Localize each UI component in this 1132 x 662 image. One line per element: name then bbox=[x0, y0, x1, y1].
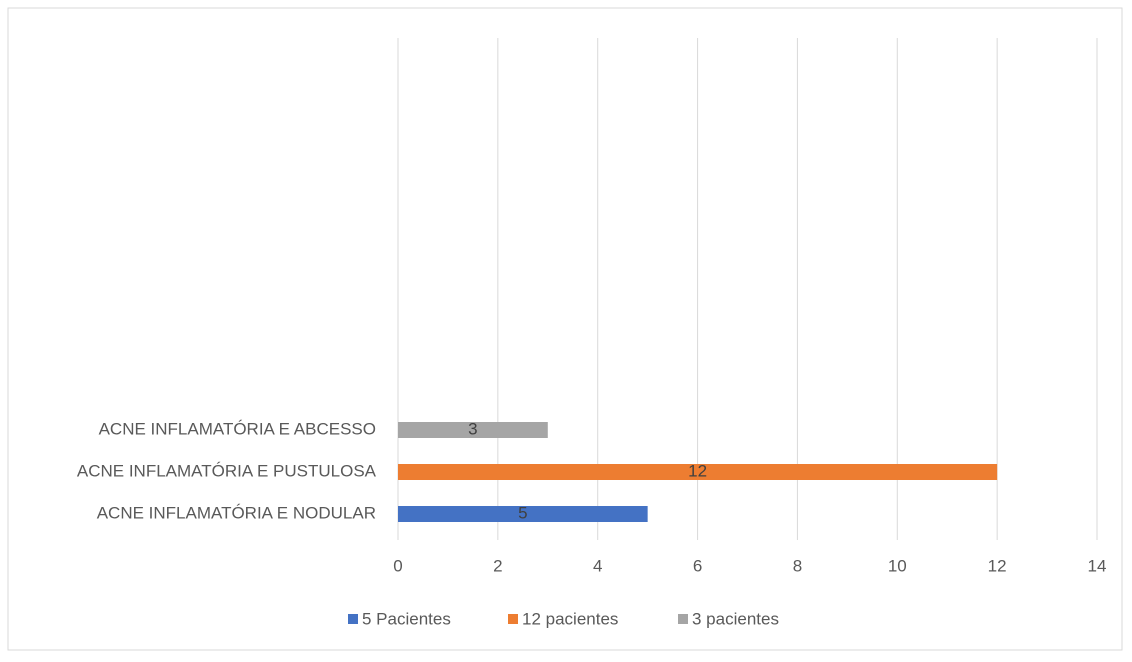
legend-label: 12 pacientes bbox=[522, 609, 618, 628]
legend-label: 3 pacientes bbox=[692, 609, 779, 628]
bar bbox=[398, 506, 648, 522]
y-tick-label: ACNE INFLAMATÓRIA E ABCESSO bbox=[99, 419, 376, 438]
legend-swatch bbox=[348, 614, 358, 624]
x-tick-label: 12 bbox=[988, 556, 1007, 575]
x-tick-label: 6 bbox=[693, 556, 702, 575]
data-label: 3 bbox=[468, 419, 477, 438]
data-label: 5 bbox=[518, 503, 527, 522]
bar bbox=[398, 422, 548, 438]
legend-swatch bbox=[508, 614, 518, 624]
legend-label: 5 Pacientes bbox=[362, 609, 451, 628]
y-tick-label: ACNE INFLAMATÓRIA E NODULAR bbox=[97, 503, 376, 522]
y-tick-label: ACNE INFLAMATÓRIA E PUSTULOSA bbox=[77, 461, 377, 480]
bar bbox=[398, 464, 998, 480]
x-tick-label: 10 bbox=[888, 556, 907, 575]
x-tick-label: 8 bbox=[793, 556, 802, 575]
x-tick-label: 2 bbox=[493, 556, 502, 575]
x-tick-label: 14 bbox=[1088, 556, 1107, 575]
x-tick-label: 4 bbox=[593, 556, 602, 575]
chart-frame bbox=[7, 7, 1123, 651]
x-tick-label: 0 bbox=[393, 556, 402, 575]
data-label: 12 bbox=[688, 461, 707, 480]
legend-swatch bbox=[678, 614, 688, 624]
